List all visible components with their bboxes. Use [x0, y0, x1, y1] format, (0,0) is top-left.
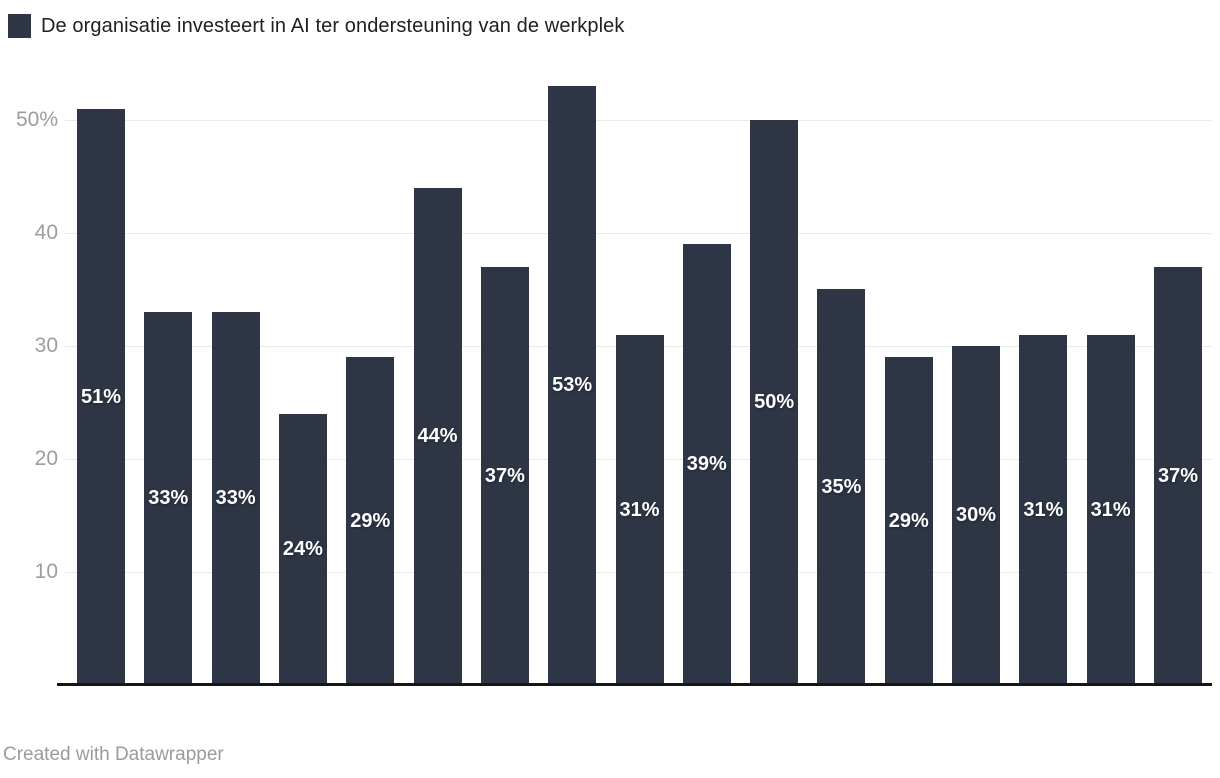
- bar-value-label: 44%: [417, 425, 458, 447]
- legend-label: De organisatie investeert in AI ter onde…: [41, 14, 625, 37]
- bar: 33%: [211, 312, 260, 685]
- bar-value-label: 33%: [215, 487, 256, 509]
- bar: 35%: [817, 289, 866, 685]
- bar: 39%: [682, 244, 731, 685]
- legend-swatch: [8, 14, 31, 38]
- bar-value-label: 31%: [1023, 498, 1064, 521]
- bar: 44%: [413, 188, 462, 685]
- bar: 51%: [77, 109, 125, 685]
- bar-value-label: 30%: [956, 504, 997, 526]
- bar: 33%: [144, 312, 193, 685]
- gridline: [65, 232, 1212, 234]
- bar-value-label: 31%: [619, 498, 660, 521]
- bar-value-label: 31%: [1090, 498, 1131, 521]
- y-tick-label: 30: [34, 334, 58, 357]
- bar-value-label: 24%: [282, 538, 323, 560]
- bar: 37%: [480, 267, 529, 685]
- bar: 29%: [884, 357, 933, 685]
- bar-value-label: 33%: [148, 487, 189, 509]
- gridline: [65, 119, 1212, 121]
- bar: 31%: [1019, 335, 1068, 685]
- legend: De organisatie investeert in AI ter onde…: [8, 14, 625, 38]
- bar: 24%: [278, 414, 327, 685]
- y-tick-label: 40: [34, 221, 58, 244]
- bar-value-label: 35%: [821, 475, 862, 498]
- bar: 37%: [1154, 267, 1202, 685]
- bar: 30%: [952, 346, 1001, 685]
- bar-value-label: 29%: [888, 509, 929, 532]
- bar-value-label: 51%: [80, 385, 122, 408]
- attribution-text: Created with Datawrapper: [3, 744, 224, 765]
- bar: 31%: [615, 335, 664, 685]
- y-axis-labels: 10 20 30 40 50%: [0, 0, 58, 778]
- bar: 50%: [750, 120, 799, 685]
- bar-value-label: 37%: [484, 464, 525, 487]
- y-tick-label: 50%: [15, 108, 58, 131]
- bar: 31%: [1086, 335, 1135, 685]
- x-axis-baseline: [57, 683, 1212, 686]
- bar-value-label: 29%: [350, 509, 391, 532]
- bar-value-label: 37%: [1157, 464, 1199, 487]
- bar: 53%: [548, 86, 597, 685]
- bar: 29%: [346, 357, 395, 685]
- bar-value-label: 53%: [552, 374, 593, 396]
- bar-value-label: 39%: [686, 453, 727, 475]
- bar-value-label: 50%: [754, 391, 795, 413]
- bar-series: 51% 33% 33% 24% 29% 44% 37% 53% 31% 39% 50% 35% 29% 3…: [77, 0, 1202, 685]
- y-tick-label: 20: [34, 447, 58, 470]
- y-tick-label: 10: [34, 560, 58, 583]
